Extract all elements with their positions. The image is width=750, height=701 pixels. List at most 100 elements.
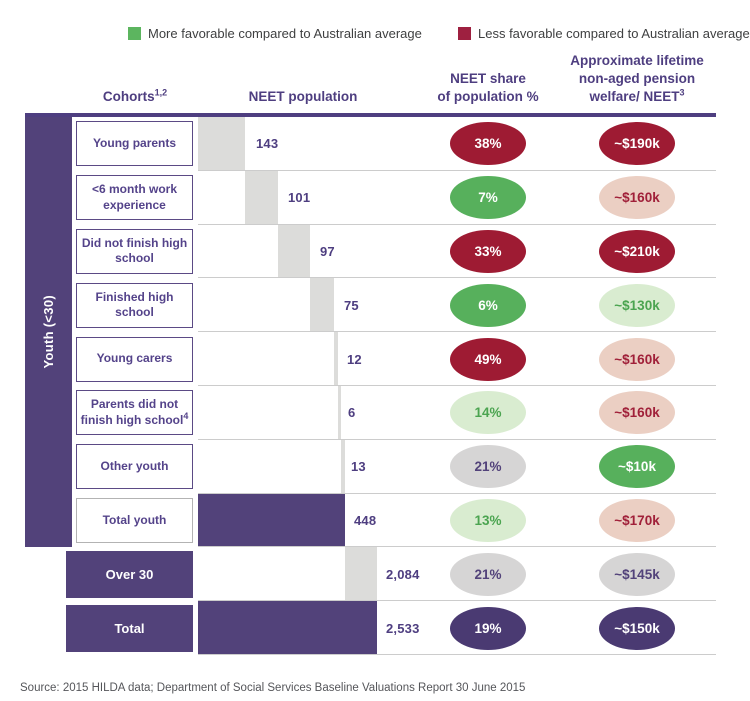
welfare-value: ~$160k: [614, 405, 660, 421]
welfare-oval: ~$10k: [599, 445, 675, 489]
population-value: 2,084: [386, 566, 420, 582]
table-row-total: 2,533 19% ~$150k Total: [0, 601, 750, 655]
share-value: 21%: [474, 566, 502, 582]
share-value: 49%: [474, 351, 502, 367]
population-value: 448: [354, 512, 377, 528]
population-value: 2,533: [386, 620, 420, 636]
welfare-value: ~$190k: [614, 136, 660, 152]
welfare-value: ~$130k: [614, 297, 660, 313]
share-oval: 21%: [450, 552, 526, 596]
welfare-value: ~$160k: [614, 351, 660, 367]
legend-more-label: More favorable compared to Australian av…: [148, 26, 422, 41]
welfare-oval: ~$130k: [599, 283, 675, 327]
cohort-label: Did not finish high school: [81, 235, 188, 266]
population-value: 101: [288, 190, 311, 206]
table-row-parents-did-not-finish: 6 14% ~$160k Parents did not finish high…: [0, 385, 750, 440]
cohort-box: Parents did not finish high school4: [76, 390, 193, 436]
cohorts-superscript: 1,2: [154, 87, 168, 98]
share-value: 33%: [474, 243, 502, 259]
welfare-oval: ~$160k: [599, 391, 675, 435]
cohort-superscript: 4: [183, 410, 189, 421]
legend-less-label: Less favorable compared to Australian av…: [478, 26, 750, 41]
share-value: 19%: [474, 620, 502, 636]
population-value: 12: [347, 351, 362, 367]
welfare-oval: ~$190k: [599, 122, 675, 166]
legend-item-more-favorable: More favorable compared to Australian av…: [128, 26, 422, 41]
table-row-finished-high-school: 75 6% ~$130k Finished high school: [0, 278, 750, 333]
table-row-total-youth: 448 13% ~$170k Total youth: [0, 493, 750, 548]
welfare-value: ~$145k: [614, 566, 660, 582]
row-label: Over 30: [105, 566, 154, 582]
population-value: 13: [351, 459, 366, 475]
welfare-value: ~$10k: [618, 459, 656, 475]
welfare-value: ~$150k: [614, 620, 660, 636]
row-label-box: Total: [66, 604, 193, 652]
column-header-welfare: Approximate lifetime non-aged pension we…: [570, 53, 704, 105]
population-value: 75: [344, 297, 359, 313]
welfare-oval: ~$170k: [599, 498, 675, 542]
row-label-box: Over 30: [66, 550, 193, 598]
cohort-label: Other youth: [100, 458, 169, 473]
welfare-value: ~$210k: [614, 243, 660, 259]
welfare-superscript: 3: [679, 87, 685, 98]
welfare-oval: ~$210k: [599, 229, 675, 273]
population-track: [198, 547, 716, 602]
youth-group-band: Youth (<30): [25, 117, 72, 547]
cohort-box: Total youth: [76, 497, 193, 543]
cohort-box: Finished high school: [76, 282, 193, 328]
cohort-label: Parents did not finish high school4: [80, 397, 189, 427]
population-track: [198, 386, 716, 440]
share-oval: 33%: [450, 229, 526, 273]
share-value: 7%: [478, 190, 498, 206]
share-value: 14%: [474, 405, 502, 421]
table-row-did-not-finish-high-school: 97 33% ~$210k Did not finish high school: [0, 224, 750, 279]
cohort-box: Young carers: [76, 336, 193, 382]
share-value: 6%: [478, 297, 498, 313]
population-track: [198, 332, 716, 386]
share-oval: 6%: [450, 283, 526, 327]
welfare-value: ~$170k: [614, 512, 660, 528]
welfare-oval: ~$160k: [599, 337, 675, 381]
column-header-neet-population: NEET population: [248, 89, 358, 105]
welfare-value: ~$160k: [614, 190, 660, 206]
population-track: [198, 494, 716, 548]
legend-less-swatch-icon: [458, 27, 471, 40]
population-track: [198, 278, 716, 333]
cohort-label: Young parents: [92, 136, 177, 151]
population-value: 97: [320, 243, 335, 259]
cohort-label: Finished high school: [95, 289, 174, 320]
legend-more-swatch-icon: [128, 27, 141, 40]
population-bar: [341, 439, 345, 493]
population-track: [198, 440, 716, 494]
table-row-work-experience: 101 7% ~$160k <6 month work experience: [0, 170, 750, 225]
population-bar: [310, 278, 334, 332]
table-body: 143 38% ~$190k Young parents 101 7% ~$16…: [0, 117, 750, 655]
column-header-neet-share: NEET share of population %: [437, 71, 539, 105]
source-note: Source: 2015 HILDA data; Department of S…: [20, 682, 526, 694]
cohort-box: <6 month work experience: [76, 175, 193, 221]
table-row-young-parents: 143 38% ~$190k Young parents: [0, 117, 750, 171]
welfare-oval: ~$160k: [599, 176, 675, 220]
population-bar: [345, 547, 377, 601]
cohort-label: Total youth: [102, 512, 167, 527]
population-track: [198, 117, 716, 171]
population-bar: [278, 224, 310, 278]
cohort-label: Young carers: [96, 351, 173, 366]
population-bar: [338, 385, 341, 439]
population-value: 6: [348, 405, 356, 421]
share-oval: 49%: [450, 337, 526, 381]
table-row-young-carers: 12 49% ~$160k Young carers: [0, 332, 750, 386]
welfare-oval: ~$150k: [599, 606, 675, 650]
welfare-oval: ~$145k: [599, 552, 675, 596]
share-value: 21%: [474, 459, 502, 475]
cohort-box: Did not finish high school: [76, 228, 193, 274]
share-oval: 38%: [450, 122, 526, 166]
population-track: [198, 225, 716, 279]
cohort-box: Young parents: [76, 121, 193, 167]
population-track: [198, 171, 716, 225]
population-value: 143: [256, 136, 279, 152]
share-oval: 7%: [450, 176, 526, 220]
population-bar: [334, 332, 338, 385]
share-oval: 21%: [450, 445, 526, 489]
